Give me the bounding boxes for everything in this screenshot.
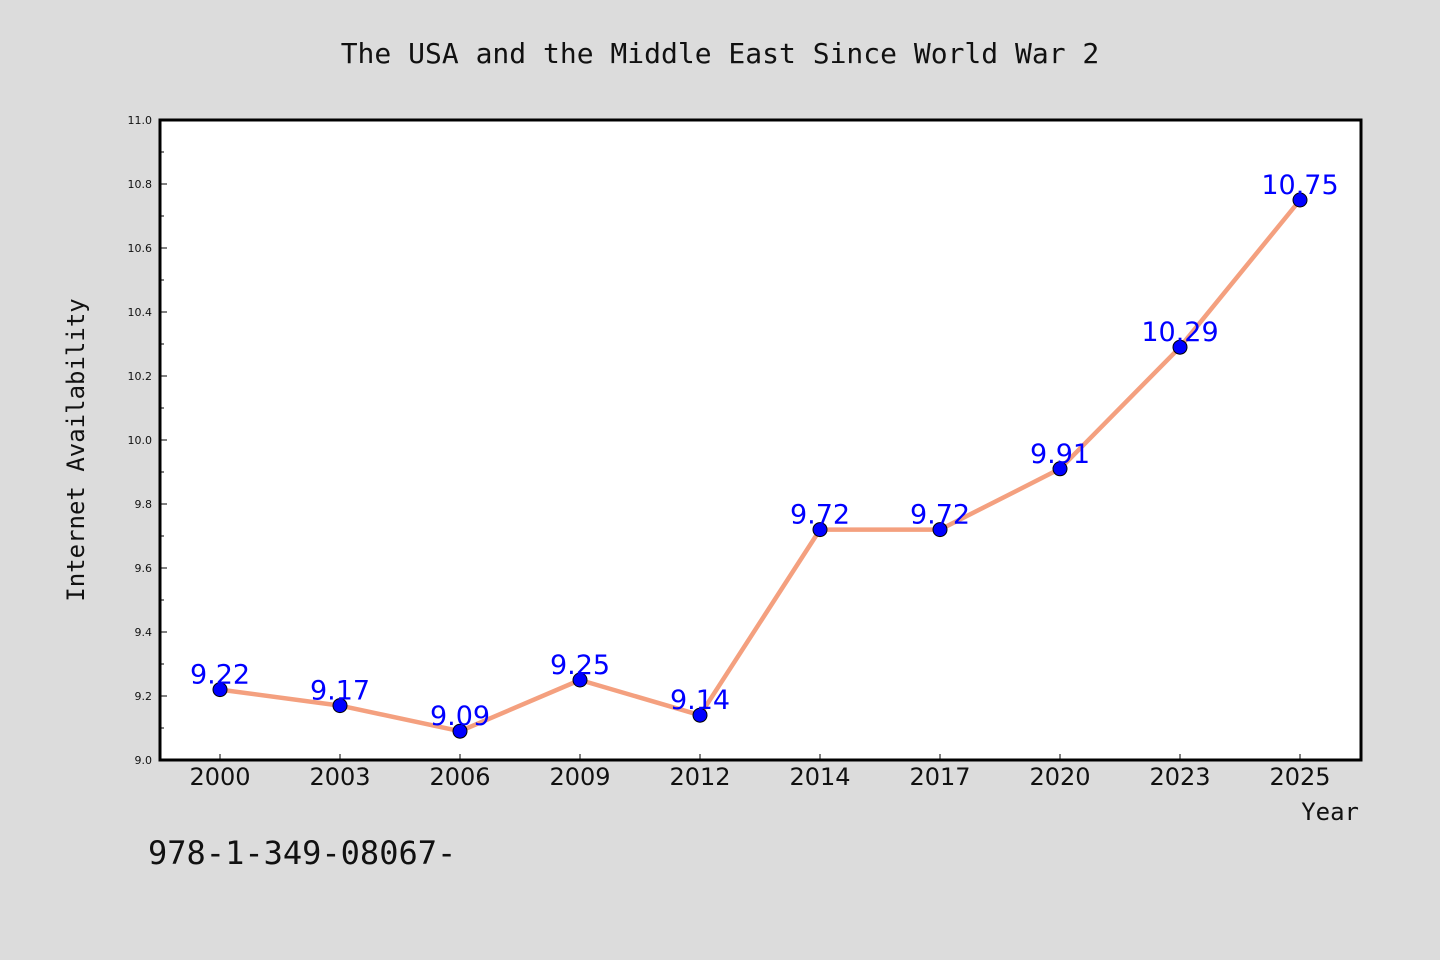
data-label: 9.14 (670, 685, 730, 716)
data-point (572, 672, 588, 688)
data-label: 9.72 (910, 500, 970, 531)
y-tick-label: 10.4 (128, 306, 153, 319)
y-tick-label: 11.0 (128, 114, 153, 127)
y-tick-label: 10.8 (128, 178, 153, 191)
footer-text: 978-1-349-08067- (148, 834, 456, 872)
y-tick-label: 9.6 (135, 562, 153, 575)
x-axis: 2000 2003 2006 2009 2012 2014 2017 2020 2023 2025 (189, 754, 1331, 791)
data-labels: 9.22 9.17 9.09 9.25 9.14 9.72 9.72 9.91 10.29 10.… (190, 170, 1339, 732)
x-tick-label: 2000 (189, 763, 250, 791)
x-tick-label: 2025 (1269, 763, 1330, 791)
y-tick-label: 9.8 (135, 498, 153, 511)
y-tick-label: 9.2 (135, 690, 153, 703)
series-line (212, 192, 1308, 739)
y-tick-label: 10.2 (128, 370, 153, 383)
x-tick-label: 2023 (1149, 763, 1210, 791)
data-point (452, 723, 468, 739)
x-axis-label: Year (1301, 798, 1359, 826)
x-tick-label: 2003 (309, 763, 370, 791)
data-point (932, 522, 948, 538)
data-point (692, 707, 708, 723)
x-tick-label: 2012 (669, 763, 730, 791)
data-label: 10.75 (1261, 170, 1338, 201)
y-tick-label: 10.6 (128, 242, 153, 255)
series-polyline (219, 198, 1302, 734)
data-point (1292, 192, 1308, 208)
data-label: 9.91 (1030, 439, 1090, 470)
x-tick-label: 2009 (549, 763, 610, 791)
y-axis: 9.0 9.2 9.4 9.6 9.8 10.0 10.2 10.4 10.6 10.8 11.0 (128, 114, 167, 767)
data-label: 9.09 (430, 701, 490, 732)
data-point (212, 682, 228, 698)
y-axis-label: Internet Availability (62, 298, 90, 601)
data-label: 9.22 (190, 660, 250, 691)
y-tick-label: 9.4 (135, 626, 153, 639)
data-point (1172, 339, 1188, 355)
x-tick-label: 2006 (429, 763, 490, 791)
data-point (812, 522, 828, 538)
data-label: 9.25 (550, 650, 610, 681)
data-point (332, 698, 348, 714)
data-point (1052, 461, 1068, 477)
x-tick-label: 2020 (1029, 763, 1090, 791)
x-tick-label: 2014 (789, 763, 850, 791)
y-tick-label: 10.0 (128, 434, 153, 447)
x-tick-label: 2017 (909, 763, 970, 791)
data-label: 9.72 (790, 500, 850, 531)
y-tick-label: 9.0 (135, 754, 153, 767)
chart-title: The USA and the Middle East Since World … (341, 37, 1100, 70)
data-label: 9.17 (310, 676, 370, 707)
data-label: 10.29 (1141, 317, 1218, 348)
plot-area (158, 118, 1363, 762)
